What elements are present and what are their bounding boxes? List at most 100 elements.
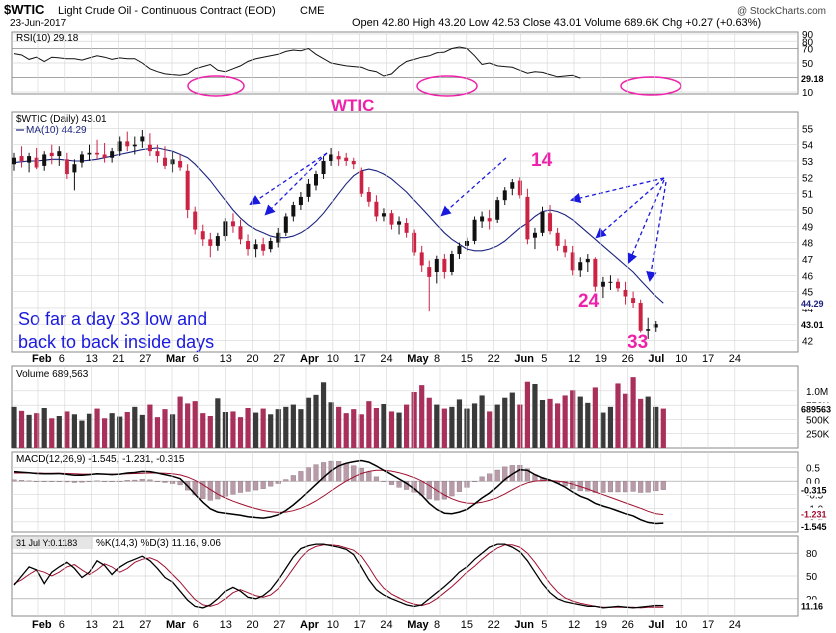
- price-bar-body: [570, 252, 575, 271]
- macd-histogram-bar: [132, 479, 138, 482]
- price-bar-body: [653, 324, 658, 328]
- volume-bar: [86, 413, 93, 448]
- macd-histogram-bar: [524, 468, 530, 482]
- rsi-last-value-bg: [799, 72, 829, 85]
- macd-histogram-bar: [373, 476, 379, 482]
- x-tick-label: May: [407, 619, 429, 631]
- volume-bar: [177, 396, 183, 448]
- macd-histogram-bar: [245, 480, 251, 492]
- macd-histogram-bar: [305, 467, 311, 482]
- macd-histogram-bar: [517, 464, 523, 482]
- macd-histogram-bar: [49, 480, 55, 482]
- volume-bar: [343, 413, 349, 448]
- rsi-tick-label: 70: [802, 45, 814, 56]
- macd-histogram-bar: [124, 480, 130, 482]
- macd-histogram-bar: [660, 480, 666, 490]
- volume-bar: [56, 416, 62, 448]
- volume-bar: [517, 404, 523, 448]
- macd-histogram-bar: [502, 466, 508, 482]
- macd-histogram-bar: [653, 480, 659, 492]
- macd-histogram-bar: [79, 480, 85, 483]
- macd-histogram-bar: [283, 479, 289, 482]
- price-bar-body: [64, 159, 69, 175]
- count-24-label: 24: [578, 291, 600, 312]
- volume-bar: [305, 397, 312, 448]
- macd-histogram-bar: [18, 480, 25, 482]
- rsi-tick-label: 80: [802, 37, 814, 48]
- volume-title: Volume 689,563: [16, 369, 89, 380]
- price-bar-body: [306, 183, 311, 197]
- stochastic-tick-label: 80: [806, 549, 818, 560]
- macd-histogram-bar: [615, 480, 621, 493]
- price-bar-body: [261, 244, 266, 251]
- volume-bar: [607, 406, 614, 448]
- x-tick-label: 6: [59, 619, 65, 631]
- price-bar-body: [185, 170, 190, 210]
- volume-last-value: 689563: [801, 405, 831, 415]
- macd-histogram-bar: [237, 480, 244, 493]
- macd-line: [13, 459, 664, 525]
- volume-bar: [18, 410, 25, 448]
- x-tick-label: 20: [246, 619, 258, 631]
- price-tick-label: 47: [802, 255, 814, 266]
- volume-bars: [11, 377, 666, 448]
- cursor-tooltip-box: [13, 537, 93, 549]
- volume-bar: [109, 413, 115, 448]
- ma-line: [13, 147, 664, 304]
- rsi-title: RSI(10) 29.18: [16, 33, 79, 44]
- volume-bar: [253, 412, 259, 448]
- macd-histogram-bar: [592, 480, 598, 493]
- macd-histogram-bar: [607, 480, 613, 493]
- volume-bar: [169, 414, 176, 448]
- volume-bar: [509, 392, 515, 448]
- volume-tick-label: 250K: [806, 430, 830, 441]
- arrow-jun-1: [569, 177, 665, 204]
- volume-bar: [555, 403, 561, 448]
- macd-title: MACD(12,26,9) -1.545, -1.231, -0.315: [16, 454, 185, 465]
- price-tick-label: 45: [802, 288, 814, 299]
- x-tick-label: 26: [622, 619, 634, 631]
- chart-date: 23-Jun-2017: [10, 18, 67, 29]
- macd-signal-last-bg: [799, 507, 829, 520]
- macd-histogram-bar: [487, 473, 493, 482]
- volume-bar: [207, 416, 213, 448]
- price-tick-label: 53: [802, 157, 814, 168]
- macd-histogram-bar: [200, 480, 206, 499]
- macd-histogram-bar: [64, 480, 70, 483]
- price-tick-label: 52: [802, 173, 814, 184]
- volume-bar: [313, 394, 319, 448]
- x-tick-label: Apr: [300, 619, 320, 631]
- price-grid: [12, 128, 798, 341]
- x-tick-label: 17: [702, 353, 714, 365]
- volume-bar: [479, 395, 485, 448]
- price-bar-body: [79, 154, 84, 163]
- x-axis-bottom: Feb 6 13 21 27 Mar 6 13 20 27 Apr 10 17 24 May 8 15 22 Jun…: [32, 619, 741, 631]
- instrument-name: Light Crude Oil - Continuous Contract (E…: [58, 5, 276, 17]
- x-tick-label: 15: [461, 619, 473, 631]
- arrow-jun-3: [627, 179, 665, 264]
- macd-histogram-bar: [268, 480, 274, 487]
- x-tick-label: 22: [488, 353, 500, 365]
- volume-bar: [411, 392, 417, 448]
- volume-bar: [328, 402, 334, 448]
- macd-histogram-bar: [147, 479, 153, 482]
- ma-last-value-bg: [799, 297, 829, 310]
- price-bar-body: [321, 160, 326, 175]
- price-bar-body: [517, 180, 522, 196]
- volume-bar: [638, 398, 644, 448]
- x-tick-label: 5: [541, 619, 547, 631]
- x-tick-label: May: [407, 353, 429, 365]
- price-bar-body: [419, 252, 424, 266]
- macd-tick-label: -0.5: [806, 491, 824, 502]
- x-tick-label: Mar: [166, 619, 186, 631]
- price-bar-body: [404, 223, 409, 233]
- price-bar-body: [374, 201, 379, 217]
- macd-last-bg: [799, 520, 829, 533]
- volume-bar: [404, 404, 410, 448]
- price-bar-body: [563, 245, 568, 253]
- volume-bar: [539, 400, 546, 448]
- price-bar-body: [238, 226, 243, 240]
- volume-bar: [570, 390, 576, 448]
